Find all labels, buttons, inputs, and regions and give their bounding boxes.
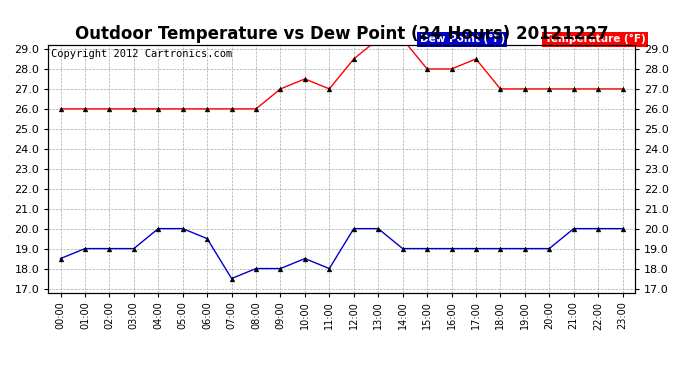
- Title: Outdoor Temperature vs Dew Point (24 Hours) 20121227: Outdoor Temperature vs Dew Point (24 Hou…: [75, 26, 609, 44]
- Text: Temperature (°F): Temperature (°F): [544, 34, 645, 44]
- Text: Copyright 2012 Cartronics.com: Copyright 2012 Cartronics.com: [51, 49, 233, 59]
- Text: Dew Point (°F): Dew Point (°F): [420, 34, 505, 44]
